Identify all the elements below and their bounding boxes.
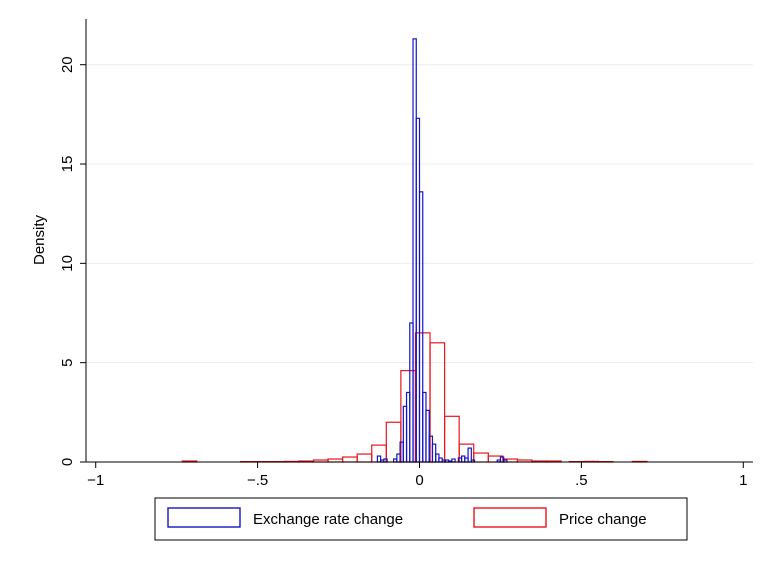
x-tick-label: 0	[415, 472, 423, 489]
y-tick-label: 20	[59, 56, 76, 73]
y-tick-label: 15	[59, 156, 76, 173]
x-tick-label: −.5	[247, 472, 268, 489]
x-axis-ticks: −1 −.5 0 .5 1	[87, 462, 747, 489]
x-tick-label: .5	[575, 472, 588, 489]
y-axis-ticks: 0 5 10 15 20	[59, 56, 86, 466]
x-tick-label: −1	[87, 472, 104, 489]
y-axis-label: Density	[31, 214, 48, 265]
legend-label-exchange-rate-change: Exchange rate change	[253, 511, 403, 528]
y-tick-label: 5	[59, 359, 76, 367]
y-tick-label: 10	[59, 255, 76, 272]
y-tick-label: 0	[59, 458, 76, 466]
legend: Exchange rate change Price change	[155, 498, 687, 540]
x-tick-label: 1	[739, 472, 747, 489]
legend-label-price-change: Price change	[559, 511, 647, 528]
